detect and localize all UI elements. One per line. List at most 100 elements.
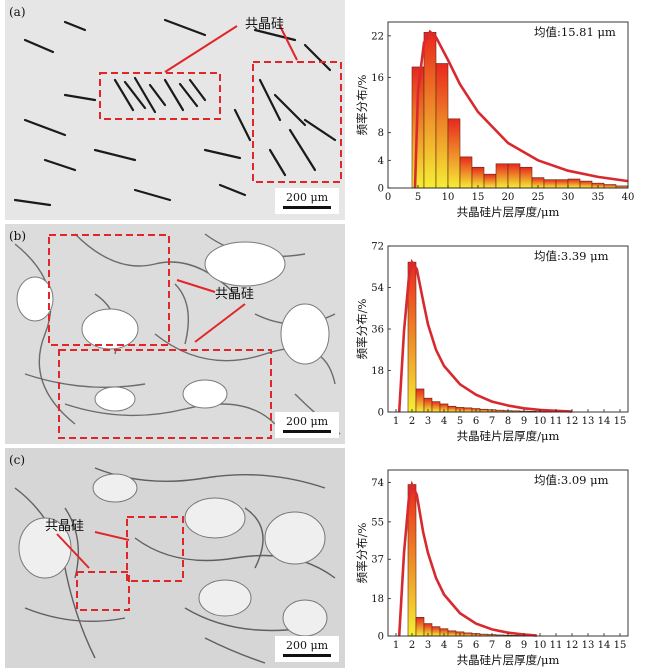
x-tick-label: 10 <box>534 416 547 427</box>
histogram-bar <box>603 184 617 189</box>
x-tick-label: 4 <box>441 416 447 427</box>
y-tick-label: 72 <box>371 242 384 253</box>
histogram-bar <box>447 630 457 637</box>
fit-curve <box>413 29 629 189</box>
callout-arrow <box>176 279 216 293</box>
eutectic-cells <box>18 473 328 637</box>
histogram-bar <box>463 407 473 413</box>
callout-box <box>76 571 130 611</box>
scale-bar-box <box>275 188 339 214</box>
x-tick-label: 9 <box>521 640 527 651</box>
x-tick-label: 20 <box>502 192 515 203</box>
x-tick-label: 1 <box>393 416 399 427</box>
scale-bar-label: 200 μm <box>286 191 329 204</box>
y-tick-label: 18 <box>371 366 384 377</box>
x-tick-label: 10 <box>534 640 547 651</box>
y-tick-label: 4 <box>378 156 384 167</box>
x-tick-label: 10 <box>442 192 455 203</box>
x-tick-label: 5 <box>415 192 421 203</box>
histogram-bar <box>463 632 473 637</box>
mean-annotation: 均值:15.81 μm <box>534 25 616 39</box>
y-axis-label: 频率分布/% <box>355 75 369 136</box>
y-tick-label: 36 <box>371 325 384 336</box>
panel-a: (a) 共晶硅 200 μm 0 5 10 15 20 25 30 35 40 0 4 8 16 22 共晶… <box>0 0 649 223</box>
histogram-bar <box>415 617 425 637</box>
histogram-bar <box>415 388 425 413</box>
histogram-bar <box>431 401 441 413</box>
callout-arrow <box>94 531 130 541</box>
x-tick-label: 15 <box>472 192 485 203</box>
x-tick-label: 3 <box>425 640 431 651</box>
callout-arrow <box>56 533 90 569</box>
histogram-bar <box>423 32 437 189</box>
x-tick-label: 8 <box>505 416 511 427</box>
plot-frame <box>387 245 629 413</box>
histogram-bar <box>447 118 461 189</box>
mean-annotation: 均值:3.39 μm <box>534 249 609 263</box>
x-tick-label: 7 <box>489 640 495 651</box>
x-tick-label: 3 <box>425 416 431 427</box>
callout-box <box>48 234 170 346</box>
x-tick-label: 14 <box>598 640 611 651</box>
callout-label: 共晶硅 <box>245 17 284 32</box>
x-tick-label: 0 <box>385 192 391 203</box>
panel-label: (c) <box>9 453 25 467</box>
x-tick-label: 8 <box>505 640 511 651</box>
histogram-bar <box>519 166 533 189</box>
x-tick-label: 2 <box>409 416 415 427</box>
x-tick-label: 2 <box>409 640 415 651</box>
panel-label: (a) <box>9 5 26 19</box>
scale-bar-box <box>275 636 339 662</box>
x-tick-label: 35 <box>592 192 605 203</box>
callout-arrow <box>164 25 238 73</box>
x-tick-label: 13 <box>582 640 595 651</box>
scale-bar-box <box>275 412 339 438</box>
x-tick-label: 9 <box>521 416 527 427</box>
scale-bar-label: 200 μm <box>286 415 329 428</box>
y-tick-label: 0 <box>378 184 384 195</box>
histogram-c: 1 2 3 4 5 6 7 8 9 10 11 12 13 14 15018375574共晶硅片层厚度/μm… <box>355 469 629 667</box>
panel-b: (b) 共晶硅 200 μm 1 2 3 4 5 6 7 8 9 10 11 12 13 14 15 0 18 3… <box>0 224 649 447</box>
y-tick-label: 54 <box>371 283 384 294</box>
scale-bar <box>283 206 331 209</box>
plot-frame <box>387 469 629 637</box>
y-axis-label: 频率分布/% <box>355 523 369 584</box>
callout-label: 共晶硅 <box>215 287 254 302</box>
x-tick-label: 15 <box>614 416 627 427</box>
micrograph-b: (b) 共晶硅 200 μm <box>5 224 345 444</box>
histogram-bar <box>435 63 449 189</box>
x-tick-label: 5 <box>457 640 463 651</box>
fit-curve <box>397 480 537 637</box>
x-tick-label: 12 <box>566 416 579 427</box>
histogram-bar <box>555 179 569 189</box>
panel-c: (c) 共晶硅 200 μm 1 2 3 4 5 6 7 8 9 10 11 12 13 14 15 0 18 3… <box>0 448 649 671</box>
x-tick-label: 30 <box>562 192 575 203</box>
histogram-bar <box>495 163 509 189</box>
callout-label: 共晶硅 <box>45 519 84 534</box>
micrograph-c: (c) 共晶硅 200 μm <box>5 448 345 668</box>
callout-arrow <box>194 303 246 343</box>
callout-box <box>252 61 342 183</box>
x-tick-label: 5 <box>457 416 463 427</box>
y-tick-label: 55 <box>371 517 384 528</box>
scale-bar-label: 200 μm <box>286 639 329 652</box>
x-tick-label: 4 <box>441 640 447 651</box>
y-tick-label: 18 <box>371 594 384 605</box>
silicon-flakes <box>13 18 337 207</box>
histogram-bar <box>507 163 521 189</box>
x-tick-label: 15 <box>614 640 627 651</box>
x-tick-label: 40 <box>622 192 635 203</box>
micrograph-a: (a) 共晶硅 200 μm <box>5 0 345 220</box>
x-tick-label: 12 <box>566 640 579 651</box>
histogram-bar <box>431 626 441 637</box>
callout-box <box>99 72 221 120</box>
histogram-bar <box>447 405 457 413</box>
panel-label: (b) <box>9 229 26 243</box>
x-tick-label: 13 <box>582 416 595 427</box>
x-tick-label: 14 <box>598 416 611 427</box>
histogram-bar <box>567 178 581 189</box>
histogram-bar <box>471 166 485 189</box>
histogram-a: 0 5 10 15 20 25 30 35 40 0 4 8 16 22 共晶硅片层厚度/μm 频率分布/% 均… <box>355 21 635 219</box>
mean-annotation: 均值:3.09 μm <box>534 473 609 487</box>
x-tick-label: 11 <box>550 416 563 427</box>
